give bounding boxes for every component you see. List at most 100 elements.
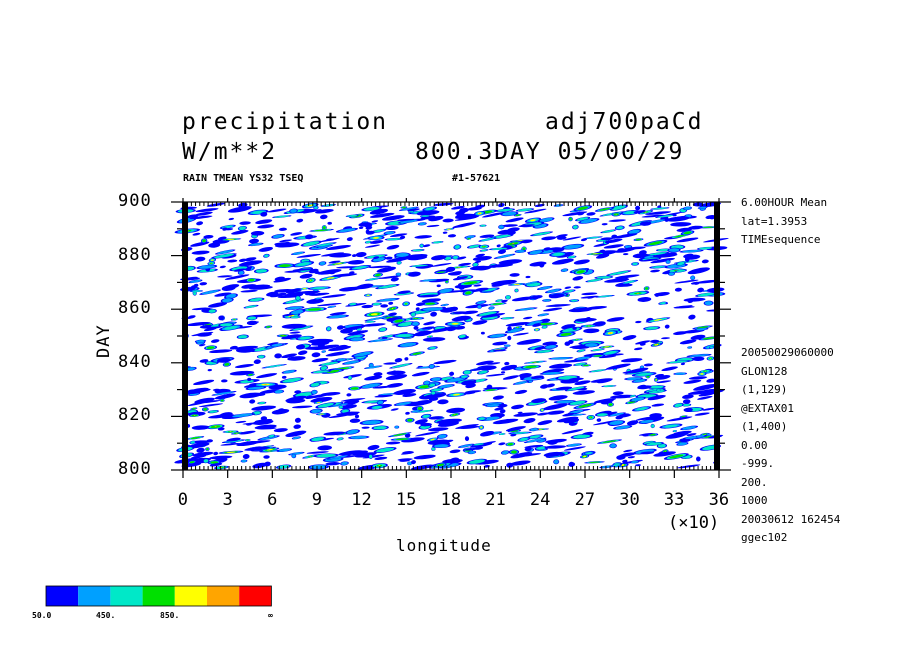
precip-cell: [430, 262, 452, 267]
precip-cell: [682, 249, 701, 253]
precip-cell: [273, 428, 288, 433]
precip-cell: [195, 208, 219, 213]
precip-cell: [369, 208, 388, 215]
precip-cell: [303, 288, 305, 289]
precip-cell: [624, 211, 636, 215]
precip-cell: [279, 239, 292, 243]
precip-cell: [354, 414, 360, 419]
precip-cell: [194, 397, 215, 404]
precip-cell: [220, 442, 241, 446]
colorbar-label: ∞: [268, 611, 273, 620]
precip-cell: [369, 212, 395, 218]
precip-cell: [224, 325, 238, 330]
precip-cell: [386, 244, 400, 250]
precip-cell: [391, 308, 394, 310]
precip-cell: [684, 206, 691, 210]
precip-cell: [263, 455, 270, 459]
precip-cell: [710, 357, 711, 359]
precip-cell: [294, 326, 308, 330]
precip-cell: [296, 218, 304, 223]
colorbar-swatch: [142, 586, 175, 606]
precip-cell: [465, 235, 475, 239]
precip-cell: [238, 335, 248, 339]
precip-cell: [429, 336, 431, 337]
precip-cell: [423, 414, 430, 418]
precip-cell: [339, 404, 357, 410]
precip-cell: [703, 226, 714, 228]
precip-cell: [644, 211, 647, 213]
precip-cell: [440, 463, 459, 468]
precip-cell: [515, 214, 520, 216]
precip-cell: [673, 430, 676, 432]
precip-cell: [664, 324, 670, 329]
precip-cell: [196, 221, 204, 226]
precip-cell: [690, 334, 706, 340]
precip-cell: [203, 407, 208, 411]
precip-cell: [507, 328, 523, 333]
precip-cell: [430, 388, 443, 392]
precip-cell: [514, 381, 528, 385]
precip-cell: [325, 351, 350, 357]
precip-cell: [294, 417, 301, 423]
precip-cell: [286, 306, 303, 310]
precip-cell: [681, 415, 686, 418]
precip-cell: [461, 310, 479, 315]
precip-cell: [336, 325, 344, 330]
precip-cell: [414, 330, 433, 337]
precip-cell: [320, 361, 339, 366]
precip-cell: [653, 266, 664, 268]
precip-cell: [365, 320, 375, 323]
precip-cell: [394, 358, 403, 363]
precip-cell: [481, 313, 506, 318]
precip-cell: [390, 408, 399, 411]
precip-cell: [542, 307, 563, 312]
precip-cell: [238, 260, 263, 267]
precip-cell: [325, 238, 336, 241]
precip-cell: [512, 332, 529, 336]
precip-cell: [574, 317, 597, 322]
precip-cell: [588, 461, 601, 463]
precip-cell: [410, 464, 435, 470]
precip-cell: [272, 234, 284, 239]
precip-cell: [548, 363, 573, 369]
precip-cell: [694, 279, 720, 284]
precip-cell: [306, 451, 329, 454]
precip-cell: [414, 431, 440, 437]
precip-cell: [310, 464, 327, 469]
precip-cell: [531, 398, 547, 404]
precip-cell: [319, 261, 326, 266]
precip-cell: [604, 278, 630, 283]
precip-cell: [523, 316, 533, 320]
precip-cell: [290, 315, 293, 317]
precip-cell: [192, 232, 201, 236]
precip-cell: [656, 375, 671, 380]
precip-cell: [683, 379, 702, 384]
precip-cell: [616, 317, 624, 321]
precip-cell: [186, 321, 211, 327]
precip-cell: [378, 298, 398, 302]
precip-cell: [430, 311, 437, 317]
colorbar-swatch: [239, 586, 272, 606]
precip-cell: [676, 237, 699, 243]
precip-cell: [511, 404, 524, 410]
precip-cell: [386, 238, 401, 241]
precip-cell: [449, 371, 455, 376]
precip-cell: [452, 276, 469, 281]
precip-cell: [408, 271, 421, 277]
precip-cell: [534, 361, 537, 363]
precip-cell: [687, 346, 692, 349]
precip-cell: [235, 420, 247, 424]
precip-cell: [606, 363, 631, 370]
precip-cell: [208, 413, 234, 419]
precip-cell: [432, 439, 434, 440]
precip-cell: [696, 326, 709, 329]
precip-cell: [478, 370, 488, 374]
precip-cell: [654, 292, 670, 297]
precip-cell: [697, 292, 715, 297]
precip-cell: [258, 401, 266, 405]
precip-cell: [689, 354, 709, 357]
precip-cell: [412, 352, 422, 355]
precip-cell: [633, 210, 646, 214]
precip-cell: [543, 299, 551, 302]
precip-cell: [501, 224, 518, 227]
